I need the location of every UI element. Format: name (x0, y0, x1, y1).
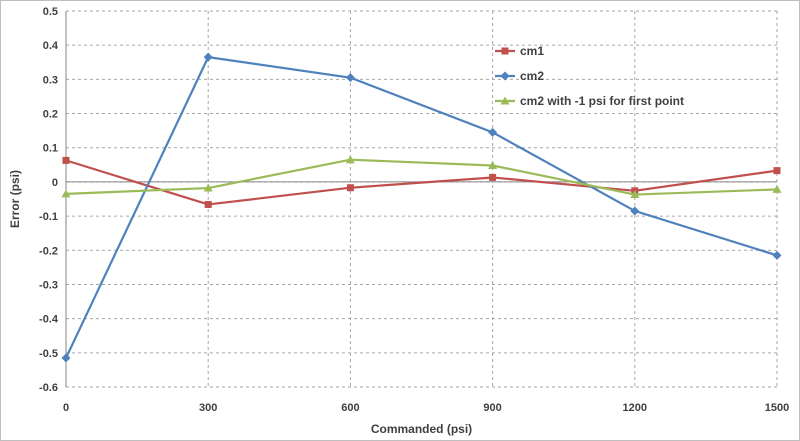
x-tick-label: 300 (199, 402, 217, 414)
y-tick-label: 0.2 (43, 109, 58, 121)
legend: cm1 cm2 cm2 with -1 psi for first point (495, 44, 684, 108)
y-tick-label: 0.3 (43, 74, 58, 86)
tick-labels: 0.5 0.4 0.3 0.2 0.1 0 -0.1 -0.2 -0.3 -0.4 -0.5 -0.6… (39, 6, 789, 414)
series-cm2-with-1-psi-for-first-point (61, 155, 782, 199)
y-tick-label: 0 (52, 177, 58, 189)
series-cm2 (61, 52, 782, 363)
x-tick-label: 0 (63, 402, 69, 414)
data-point (203, 183, 213, 192)
y-tick-label: -0.4 (39, 314, 59, 326)
data-point (345, 73, 355, 83)
x-tick-label: 600 (341, 402, 359, 414)
data-point (488, 161, 498, 170)
legend-entry: cm1 (495, 44, 544, 58)
series-line (65, 56, 778, 359)
y-tick-label: -0.6 (39, 382, 58, 394)
data-point (630, 190, 640, 199)
x-tick-label: 900 (483, 402, 501, 414)
legend-entry: cm2 (495, 69, 544, 83)
data-point (346, 184, 354, 192)
series-layer (61, 52, 782, 363)
data-point (61, 353, 71, 363)
data-point (773, 167, 781, 175)
data-point (488, 127, 498, 137)
y-tick-label: 0.1 (43, 143, 58, 155)
legend-label: cm2 with -1 psi for first point (520, 94, 684, 108)
y-tick-label: 0.5 (43, 6, 58, 18)
series-cm1 (62, 156, 781, 208)
grid (65, 10, 778, 388)
legend-entry: cm2 with -1 psi for first point (495, 94, 684, 108)
y-tick-label: -0.5 (39, 348, 58, 360)
y-tick-label: -0.3 (39, 279, 58, 291)
series-line (65, 158, 778, 196)
y-tick-label: 0.4 (43, 40, 59, 52)
data-point (772, 250, 782, 260)
x-tick-label: 1200 (623, 402, 647, 414)
legend-label: cm2 (520, 69, 544, 83)
y-tick-label: -0.1 (39, 211, 58, 223)
data-point (203, 52, 213, 62)
legend-marker (501, 47, 509, 55)
data-point (345, 155, 355, 164)
y-axis-title: Error (psi) (8, 170, 22, 228)
data-point (204, 200, 212, 208)
data-point (61, 189, 71, 198)
axes (65, 11, 777, 387)
y-tick-label: -0.2 (39, 245, 58, 257)
series-line (65, 159, 778, 206)
data-point (630, 206, 640, 216)
data-point (772, 184, 782, 193)
legend-marker (500, 96, 510, 105)
x-axis-title: Commanded (psi) (371, 422, 472, 436)
data-point (62, 156, 70, 164)
data-point (489, 173, 497, 181)
x-tick-label: 1500 (765, 402, 789, 414)
legend-label: cm1 (520, 44, 544, 58)
legend-marker (500, 71, 510, 81)
